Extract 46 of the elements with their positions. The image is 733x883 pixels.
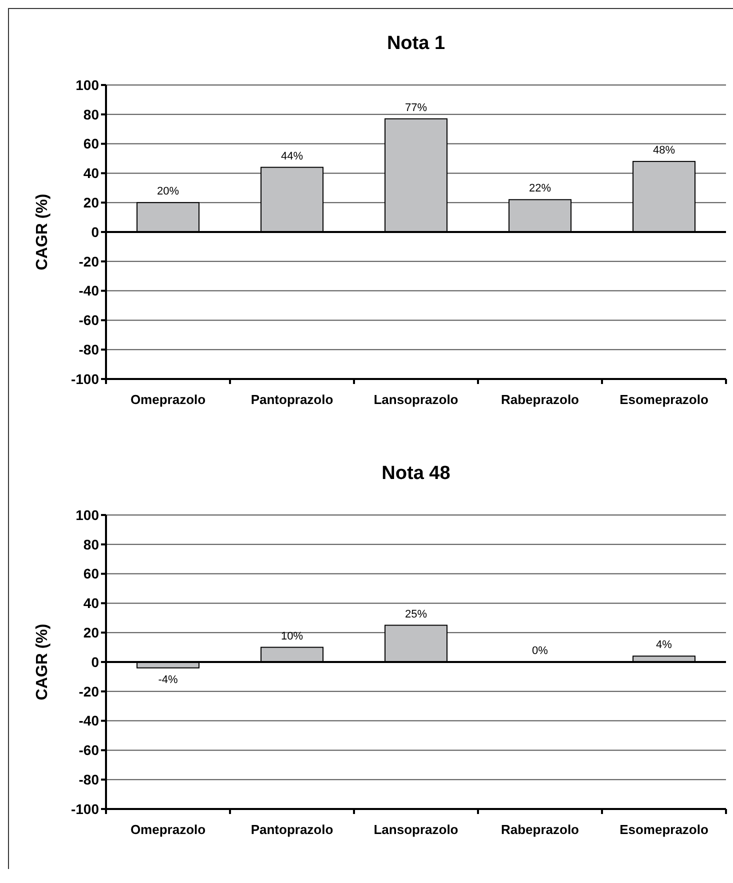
data-label: 25%	[404, 608, 428, 620]
x-tick-label: Omeprazolo	[130, 392, 206, 407]
data-label: 44%	[280, 150, 304, 162]
data-label: 77%	[404, 102, 428, 114]
y-tick-label: -60	[78, 742, 100, 758]
x-tick-label: Omeprazolo	[130, 822, 206, 837]
y-tick-label: 80	[83, 106, 100, 122]
y-tick-label: 100	[76, 76, 100, 93]
y-tick-label: 60	[83, 136, 100, 152]
x-tick-label: Pantoprazolo	[250, 392, 334, 407]
y-tick-label: 20	[83, 194, 100, 210]
y-axis-title: CAGR (%)	[34, 624, 51, 700]
data-label: 22%	[528, 182, 552, 195]
x-tick-label: Lansoprazolo	[374, 822, 458, 837]
y-tick-label: -100	[70, 370, 100, 387]
x-tick-label: Pantoprazolo	[250, 822, 334, 837]
chart-title: Nota 1	[386, 33, 446, 54]
y-tick-label: -80	[78, 772, 100, 788]
data-label: 0%	[532, 645, 548, 657]
data-label: -4%	[158, 674, 178, 686]
x-tick-label: Rabeprazolo	[500, 822, 580, 837]
data-label: 20%	[156, 186, 180, 198]
chart-title: Nota 48	[382, 463, 450, 484]
y-tick-label: -80	[78, 342, 100, 358]
y-tick-label: -60	[78, 312, 100, 328]
y-tick-label: 0	[91, 224, 100, 240]
x-tick-label: Esomeprazolo	[620, 822, 708, 837]
data-label: 4%	[656, 639, 672, 652]
x-tick-label: Lansoprazolo	[374, 392, 458, 407]
y-tick-label: -20	[78, 253, 100, 270]
y-tick-label: 60	[83, 566, 100, 582]
y-tick-label: -40	[78, 282, 100, 299]
y-tick-label: 80	[83, 536, 100, 552]
y-tick-label: -100	[70, 800, 100, 817]
x-tick-label: Esomeprazolo	[620, 392, 708, 407]
y-tick-label: 0	[91, 654, 100, 670]
y-tick-label: -40	[78, 712, 100, 729]
y-tick-label: 40	[83, 165, 100, 182]
y-tick-label: 100	[76, 506, 100, 523]
y-tick-label: 20	[83, 624, 100, 640]
y-tick-label: -20	[78, 683, 100, 700]
y-axis-title: CAGR (%)	[34, 194, 51, 270]
data-label: 48%	[652, 144, 676, 156]
data-label: 10%	[280, 630, 304, 642]
y-tick-label: 40	[83, 595, 100, 612]
x-tick-label: Rabeprazolo	[500, 392, 580, 407]
